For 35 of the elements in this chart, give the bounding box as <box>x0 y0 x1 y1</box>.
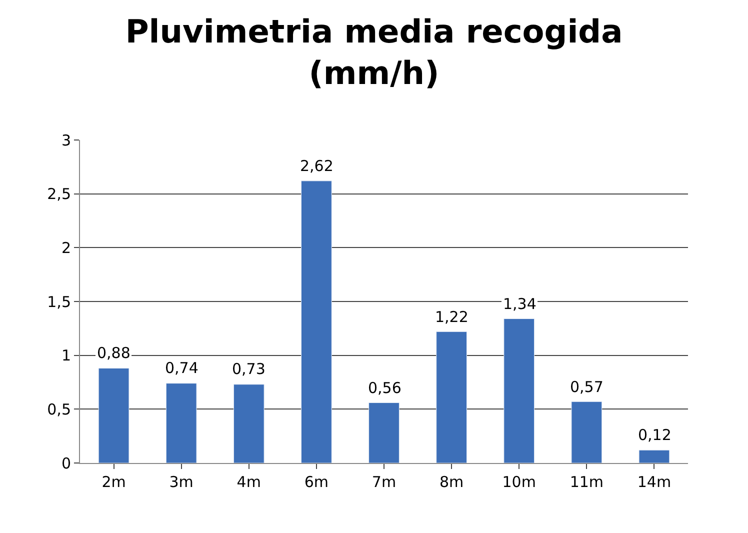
bar <box>571 401 602 463</box>
y-tick-label: 1 <box>61 346 71 365</box>
y-tick-label: 3 <box>61 131 71 150</box>
bar <box>300 180 332 463</box>
bar <box>98 368 130 463</box>
data-label: 2,62 <box>300 157 334 175</box>
x-tick-label: 2m <box>102 473 126 491</box>
x-tick-label: 7m <box>372 473 396 491</box>
bar <box>233 384 264 463</box>
y-tick-label: 2,5 <box>47 185 71 204</box>
bar <box>504 318 535 463</box>
data-label: 0,88 <box>97 344 130 362</box>
data-label: 1,22 <box>435 308 468 326</box>
chart-title: Pluvimetria media recogida (mm/h) <box>125 12 623 92</box>
y-tick-label: 1,5 <box>47 292 71 311</box>
x-tick-label: 14m <box>637 473 672 491</box>
y-tick-label: 0 <box>61 454 71 472</box>
x-tick-label: 4m <box>236 473 261 491</box>
bar <box>436 331 468 463</box>
data-label: 1,34 <box>503 295 536 313</box>
x-tick-label: 6m <box>304 473 329 491</box>
data-label: 0,57 <box>570 378 604 396</box>
y-tick-label: 2 <box>61 238 71 257</box>
x-tick-label: 3m <box>169 473 194 491</box>
bar <box>368 402 400 463</box>
data-label: 0,73 <box>232 360 266 378</box>
data-label: 0,56 <box>368 379 402 397</box>
x-tick-label: 11m <box>570 473 604 491</box>
data-label: 0,74 <box>165 359 198 377</box>
y-tick-label: 0,5 <box>47 400 71 418</box>
x-tick-label: 8m <box>439 473 464 491</box>
bar <box>638 450 670 463</box>
x-tick-label: 10m <box>502 473 536 491</box>
data-label: 0,12 <box>638 426 672 444</box>
bar <box>166 383 197 463</box>
